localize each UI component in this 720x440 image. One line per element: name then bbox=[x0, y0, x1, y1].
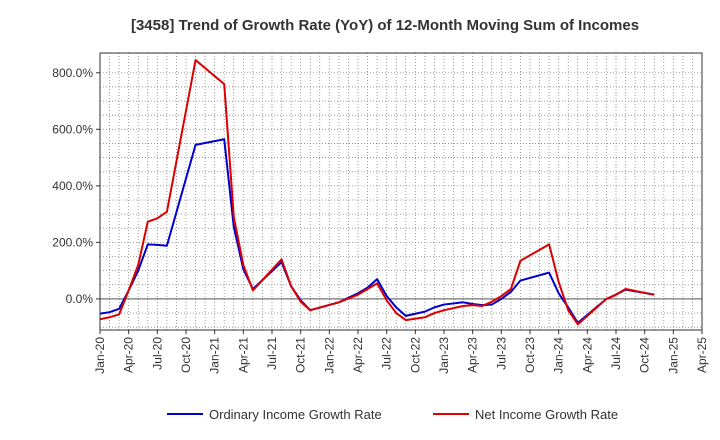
x-tick-label: Jan-22 bbox=[322, 337, 336, 374]
x-tick-label: Jul-20 bbox=[150, 337, 164, 370]
x-tick-label: Oct-22 bbox=[408, 337, 422, 373]
x-tick-label: Jan-21 bbox=[208, 337, 222, 374]
x-tick-label: Apr-25 bbox=[695, 337, 709, 373]
x-tick-label: Jul-23 bbox=[494, 337, 508, 370]
series-line bbox=[99, 59, 655, 326]
x-tick-label: Jan-20 bbox=[93, 337, 107, 374]
x-tick-label: Jul-22 bbox=[380, 337, 394, 370]
grid bbox=[99, 53, 703, 330]
x-tick-label: Oct-20 bbox=[179, 337, 193, 373]
legend: Ordinary Income Growth Rate Net Income Gr… bbox=[167, 407, 618, 422]
x-tick-label: Jul-24 bbox=[609, 337, 623, 370]
y-tick-label: 600.0% bbox=[52, 122, 93, 136]
plot-frame bbox=[99, 52, 703, 331]
x-tick-label: Oct-21 bbox=[294, 337, 308, 373]
x-tick-label: Jan-23 bbox=[437, 337, 451, 374]
y-tick-label: 400.0% bbox=[52, 179, 93, 193]
x-tick-label: Apr-20 bbox=[122, 337, 136, 373]
legend-label: Net Income Growth Rate bbox=[475, 407, 618, 422]
x-tick-label: Jan-24 bbox=[552, 337, 566, 374]
y-tick-label: 800.0% bbox=[52, 66, 93, 80]
series-line bbox=[99, 138, 655, 324]
x-tick-label: Apr-24 bbox=[580, 337, 594, 373]
series-lines bbox=[99, 59, 655, 326]
x-tick-label: Apr-22 bbox=[351, 337, 365, 373]
x-tick-label: Apr-23 bbox=[466, 337, 480, 373]
y-tick-label: 200.0% bbox=[52, 235, 93, 249]
x-tick-label: Oct-23 bbox=[523, 337, 537, 373]
x-tick-label: Apr-21 bbox=[236, 337, 250, 373]
chart-title: [3458] Trend of Growth Rate (YoY) of 12-… bbox=[131, 17, 639, 34]
tick-labels: 0.0% 200.0% 400.0% 600.0% 800.0% Jan-20 Apr-20… bbox=[52, 66, 709, 374]
legend-label: Ordinary Income Growth Rate bbox=[209, 407, 382, 422]
y-tick-label: 0.0% bbox=[66, 292, 94, 306]
x-tick-label: Oct-24 bbox=[638, 337, 652, 373]
x-tick-label: Jan-25 bbox=[666, 337, 680, 374]
x-tick-label: Jul-21 bbox=[265, 337, 279, 370]
